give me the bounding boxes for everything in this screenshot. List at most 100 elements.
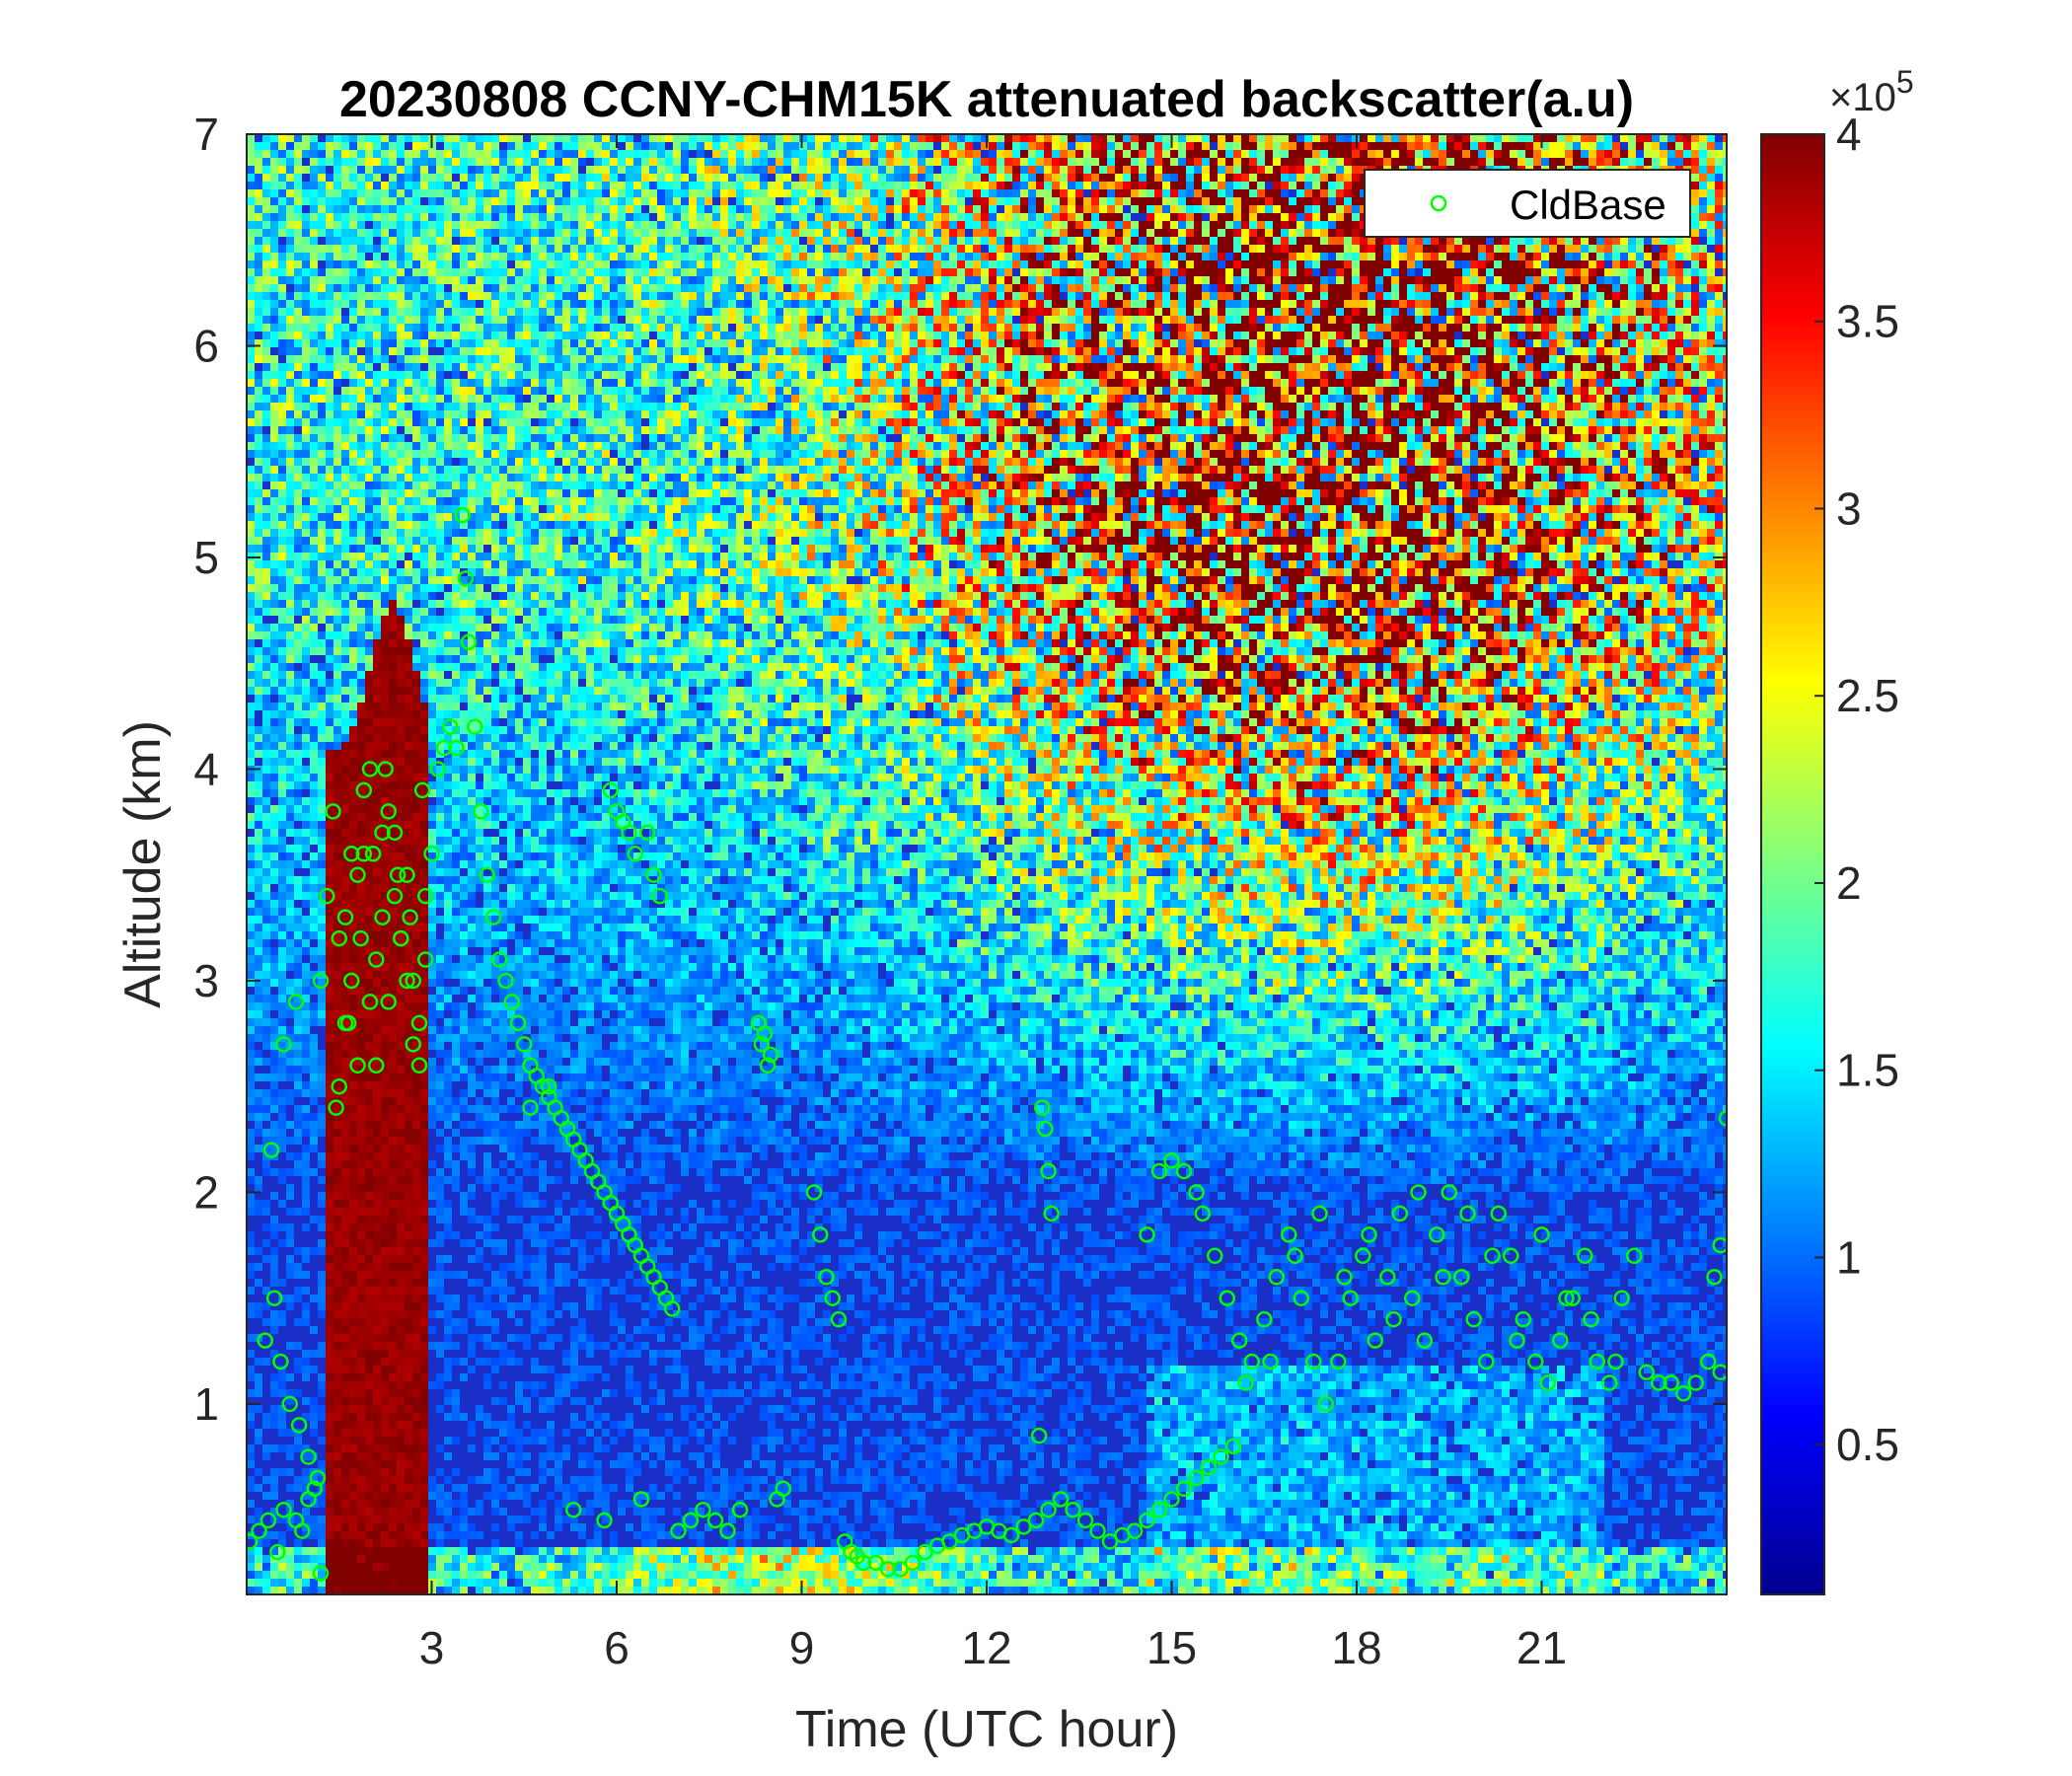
heatmap-cell bbox=[1636, 292, 1644, 300]
heatmap-cell bbox=[1241, 324, 1249, 332]
heatmap-cell bbox=[957, 213, 965, 221]
heatmap-cell bbox=[476, 197, 483, 205]
heatmap-cell bbox=[405, 189, 412, 197]
heatmap-cell bbox=[294, 253, 302, 260]
heatmap-cell bbox=[1296, 237, 1304, 245]
heatmap-cell bbox=[681, 260, 689, 268]
heatmap-cell bbox=[736, 213, 744, 221]
heatmap-cell bbox=[862, 253, 870, 260]
heatmap-cell bbox=[1691, 189, 1699, 197]
heatmap-cell bbox=[641, 300, 649, 308]
heatmap-cell bbox=[428, 268, 436, 276]
heatmap-cell bbox=[1328, 245, 1336, 253]
heatmap-cell bbox=[1060, 260, 1068, 268]
heatmap-cell bbox=[452, 332, 460, 339]
heatmap-cell bbox=[515, 316, 523, 324]
heatmap-cell bbox=[1083, 142, 1091, 150]
heatmap-cell bbox=[483, 316, 491, 324]
heatmap-cell bbox=[476, 189, 483, 197]
heatmap-cell bbox=[1249, 166, 1257, 174]
heatmap-cell bbox=[949, 150, 957, 158]
heatmap-cell bbox=[1044, 253, 1052, 260]
heatmap-cell bbox=[349, 276, 357, 284]
heatmap-cell bbox=[547, 134, 555, 142]
heatmap-cell bbox=[1612, 300, 1620, 308]
heatmap-cell bbox=[1517, 332, 1525, 339]
heatmap-cell bbox=[1036, 229, 1044, 237]
heatmap-cell bbox=[1257, 237, 1265, 245]
heatmap-cell bbox=[1549, 316, 1557, 324]
heatmap-cell bbox=[1099, 142, 1107, 150]
heatmap-cell bbox=[357, 221, 365, 229]
heatmap-cell bbox=[1028, 292, 1036, 300]
heatmap-cell bbox=[965, 260, 973, 268]
heatmap-cell bbox=[1462, 158, 1470, 166]
heatmap-cell bbox=[736, 332, 744, 339]
heatmap-cell bbox=[262, 174, 270, 182]
heatmap-cell bbox=[1510, 158, 1517, 166]
heatmap-cell bbox=[1699, 284, 1707, 292]
heatmap-cell bbox=[1675, 300, 1683, 308]
heatmap-cell bbox=[1139, 300, 1147, 308]
heatmap-cell bbox=[247, 284, 255, 292]
heatmap-cell bbox=[626, 134, 633, 142]
heatmap-cell bbox=[665, 284, 673, 292]
heatmap-cell bbox=[515, 332, 523, 339]
heatmap-cell bbox=[262, 284, 270, 292]
heatmap-cell bbox=[1510, 253, 1517, 260]
heatmap-cell bbox=[697, 166, 704, 174]
heatmap-cell bbox=[483, 253, 491, 260]
heatmap-cell bbox=[1194, 284, 1202, 292]
heatmap-cell bbox=[1368, 316, 1375, 324]
heatmap-cell bbox=[1012, 300, 1020, 308]
heatmap-cell bbox=[933, 300, 941, 308]
heatmap-cell bbox=[318, 292, 326, 300]
heatmap-cell bbox=[1107, 213, 1115, 221]
heatmap-cell bbox=[641, 174, 649, 182]
heatmap-cell bbox=[452, 158, 460, 166]
heatmap-cell bbox=[349, 213, 357, 221]
heatmap-cell bbox=[1131, 276, 1139, 284]
heatmap-cell bbox=[1675, 276, 1683, 284]
heatmap-cell bbox=[1320, 324, 1328, 332]
heatmap-cell bbox=[712, 150, 720, 158]
heatmap-cell bbox=[365, 284, 373, 292]
heatmap-cell bbox=[539, 324, 547, 332]
heatmap-cell bbox=[807, 197, 815, 205]
heatmap-cell bbox=[1115, 276, 1123, 284]
heatmap-cell bbox=[1715, 221, 1723, 229]
heatmap-cell bbox=[1652, 324, 1660, 332]
heatmap-cell bbox=[965, 300, 973, 308]
heatmap-cell bbox=[965, 158, 973, 166]
heatmap-cell bbox=[839, 253, 847, 260]
heatmap-cell bbox=[476, 268, 483, 276]
heatmap-cell bbox=[886, 150, 894, 158]
heatmap-cell bbox=[1289, 339, 1296, 347]
heatmap-cell bbox=[910, 221, 918, 229]
heatmap-cell bbox=[1494, 237, 1502, 245]
heatmap-cell bbox=[933, 316, 941, 324]
heatmap-cell bbox=[1478, 339, 1486, 347]
heatmap-cell bbox=[1336, 213, 1344, 221]
heatmap-cell bbox=[1028, 182, 1036, 189]
heatmap-cell bbox=[1060, 166, 1068, 174]
heatmap-cell bbox=[1273, 300, 1281, 308]
heatmap-cell bbox=[1557, 158, 1565, 166]
heatmap-cell bbox=[1573, 253, 1581, 260]
heatmap-cell bbox=[499, 253, 507, 260]
heatmap-cell bbox=[460, 339, 468, 347]
heatmap-cell bbox=[1462, 332, 1470, 339]
heatmap-cell bbox=[1139, 182, 1147, 189]
heatmap-cell bbox=[1233, 166, 1241, 174]
heatmap-cell bbox=[854, 284, 862, 292]
heatmap-cell bbox=[499, 182, 507, 189]
heatmap-cell bbox=[1478, 324, 1486, 332]
heatmap-cell bbox=[1068, 237, 1075, 245]
heatmap-cell bbox=[918, 174, 925, 182]
heatmap-cell bbox=[333, 268, 341, 276]
heatmap-cell bbox=[618, 189, 626, 197]
heatmap-cell bbox=[902, 221, 910, 229]
heatmap-cell bbox=[515, 284, 523, 292]
heatmap-cell bbox=[1178, 316, 1186, 324]
heatmap-cell bbox=[452, 134, 460, 142]
